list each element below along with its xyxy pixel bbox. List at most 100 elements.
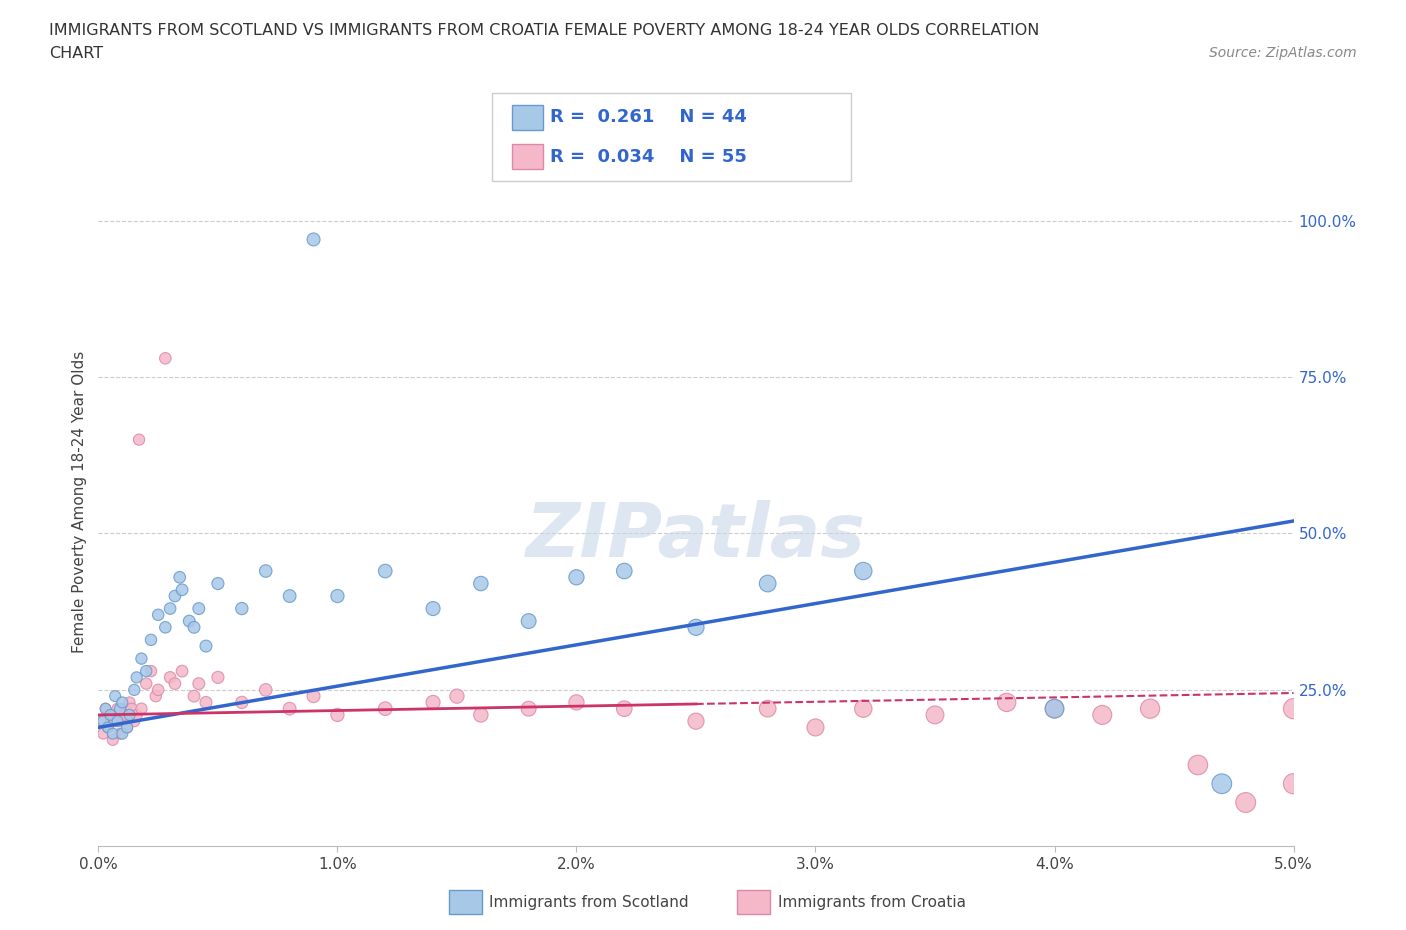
Point <box>422 695 444 710</box>
Point <box>187 601 209 616</box>
Point <box>163 676 186 691</box>
Point <box>756 576 779 591</box>
Point <box>183 689 205 704</box>
Point <box>114 708 136 723</box>
Point <box>231 601 253 616</box>
Point <box>108 701 131 716</box>
Point <box>446 689 468 704</box>
Point <box>100 708 122 723</box>
Point <box>155 351 177 365</box>
Point <box>326 589 349 604</box>
Point <box>470 708 492 723</box>
Point <box>1091 708 1114 723</box>
Point <box>852 701 875 716</box>
Point <box>135 664 157 679</box>
Point <box>685 713 707 728</box>
Point <box>115 720 138 735</box>
Point <box>517 614 540 629</box>
Text: ZIPatlas: ZIPatlas <box>526 500 866 573</box>
Point <box>139 632 162 647</box>
Point <box>374 564 396 578</box>
Text: Source: ZipAtlas.com: Source: ZipAtlas.com <box>1209 46 1357 60</box>
Point <box>131 701 153 716</box>
Point <box>90 713 112 728</box>
Point <box>804 720 827 735</box>
Point <box>1139 701 1161 716</box>
Point <box>100 708 122 723</box>
Point <box>172 664 194 679</box>
Point <box>1282 777 1305 791</box>
Point <box>107 701 129 716</box>
Point <box>91 726 114 741</box>
Text: Immigrants from Croatia: Immigrants from Croatia <box>778 895 966 910</box>
Point <box>148 683 170 698</box>
Point <box>302 689 325 704</box>
Point <box>91 713 114 728</box>
Point <box>111 713 134 728</box>
Point <box>159 670 181 684</box>
Point <box>148 607 170 622</box>
Point <box>207 576 229 591</box>
Point <box>1234 795 1257 810</box>
Point <box>94 701 117 716</box>
Point <box>183 620 205 635</box>
Point <box>169 570 191 585</box>
Point <box>278 701 301 716</box>
Point <box>111 695 134 710</box>
Point <box>995 695 1018 710</box>
Point <box>852 564 875 578</box>
Point <box>685 620 707 635</box>
Point <box>613 564 636 578</box>
Point <box>128 432 150 447</box>
Point <box>756 701 779 716</box>
Point <box>118 695 141 710</box>
Point <box>565 570 588 585</box>
Point <box>124 683 146 698</box>
Point <box>470 576 492 591</box>
Text: Immigrants from Scotland: Immigrants from Scotland <box>489 895 689 910</box>
Point <box>254 683 277 698</box>
Point <box>97 720 120 735</box>
Point <box>172 582 194 597</box>
Point <box>1043 701 1066 716</box>
Text: R =  0.261    N = 44: R = 0.261 N = 44 <box>550 109 747 126</box>
Point <box>1187 758 1209 773</box>
Point <box>231 695 253 710</box>
Point <box>125 670 148 684</box>
Point <box>163 589 186 604</box>
Point <box>121 701 143 716</box>
Point <box>374 701 396 716</box>
Text: R =  0.034    N = 55: R = 0.034 N = 55 <box>550 148 747 166</box>
Point <box>517 701 540 716</box>
Point <box>565 695 588 710</box>
Point <box>207 670 229 684</box>
Point <box>278 589 301 604</box>
Point <box>111 726 134 741</box>
Text: IMMIGRANTS FROM SCOTLAND VS IMMIGRANTS FROM CROATIA FEMALE POVERTY AMONG 18-24 Y: IMMIGRANTS FROM SCOTLAND VS IMMIGRANTS F… <box>49 23 1039 38</box>
Point <box>107 713 129 728</box>
Point <box>125 708 148 723</box>
Point <box>139 664 162 679</box>
Point <box>195 695 218 710</box>
Point <box>159 601 181 616</box>
Point <box>124 713 146 728</box>
Point <box>97 720 120 735</box>
Point <box>135 676 157 691</box>
Point <box>101 726 124 741</box>
Point <box>131 651 153 666</box>
Point <box>187 676 209 691</box>
Y-axis label: Female Poverty Among 18-24 Year Olds: Female Poverty Among 18-24 Year Olds <box>72 352 87 654</box>
Point <box>104 689 127 704</box>
Point <box>104 713 127 728</box>
Point <box>145 689 167 704</box>
Point <box>422 601 444 616</box>
Point <box>254 564 277 578</box>
Point <box>118 708 141 723</box>
Point <box>1211 777 1233 791</box>
Point <box>326 708 349 723</box>
Point <box>302 232 325 246</box>
Point <box>613 701 636 716</box>
Point <box>101 733 124 748</box>
Point <box>1043 701 1066 716</box>
Point <box>195 639 218 654</box>
